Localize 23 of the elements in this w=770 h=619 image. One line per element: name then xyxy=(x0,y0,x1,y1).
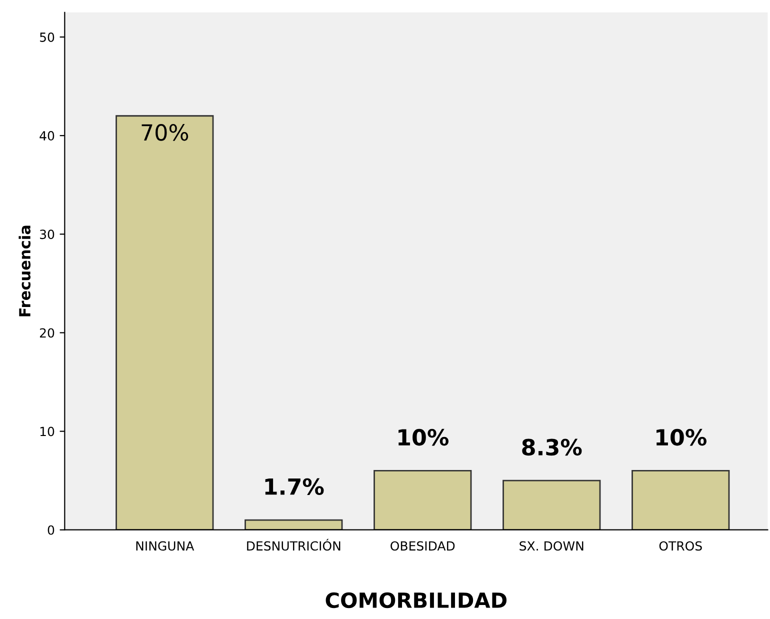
x-axis-title: COMORBILIDAD xyxy=(326,592,507,608)
y-tick-label: 10 xyxy=(40,426,54,436)
bar xyxy=(116,115,214,530)
y-tick-label: 50 xyxy=(40,32,54,42)
x-tick-label: SX. DOWN xyxy=(520,541,584,551)
bar xyxy=(244,519,343,530)
y-tick-label: 40 xyxy=(40,131,54,141)
annotation: 1.7% xyxy=(265,478,324,495)
x-tick-label: OBESIDAD xyxy=(390,541,455,551)
x-tick-label: DESNUTRICIÓN xyxy=(247,538,340,551)
annotation: 10% xyxy=(398,428,449,446)
x-tick-label: NINGUNA xyxy=(136,541,194,551)
annotation: 70% xyxy=(142,124,188,141)
y-axis-title: Frecuencia xyxy=(18,226,31,316)
y-tick-label: 0 xyxy=(48,525,54,535)
bar xyxy=(632,470,730,530)
y-tick-label: 20 xyxy=(40,328,54,338)
y-tick-label: 30 xyxy=(40,230,54,240)
annotation: 10% xyxy=(656,428,707,446)
annotation: 8.3% xyxy=(522,438,582,456)
bar xyxy=(502,480,601,530)
bar xyxy=(374,470,472,530)
x-tick-label: OTROS xyxy=(659,541,702,551)
